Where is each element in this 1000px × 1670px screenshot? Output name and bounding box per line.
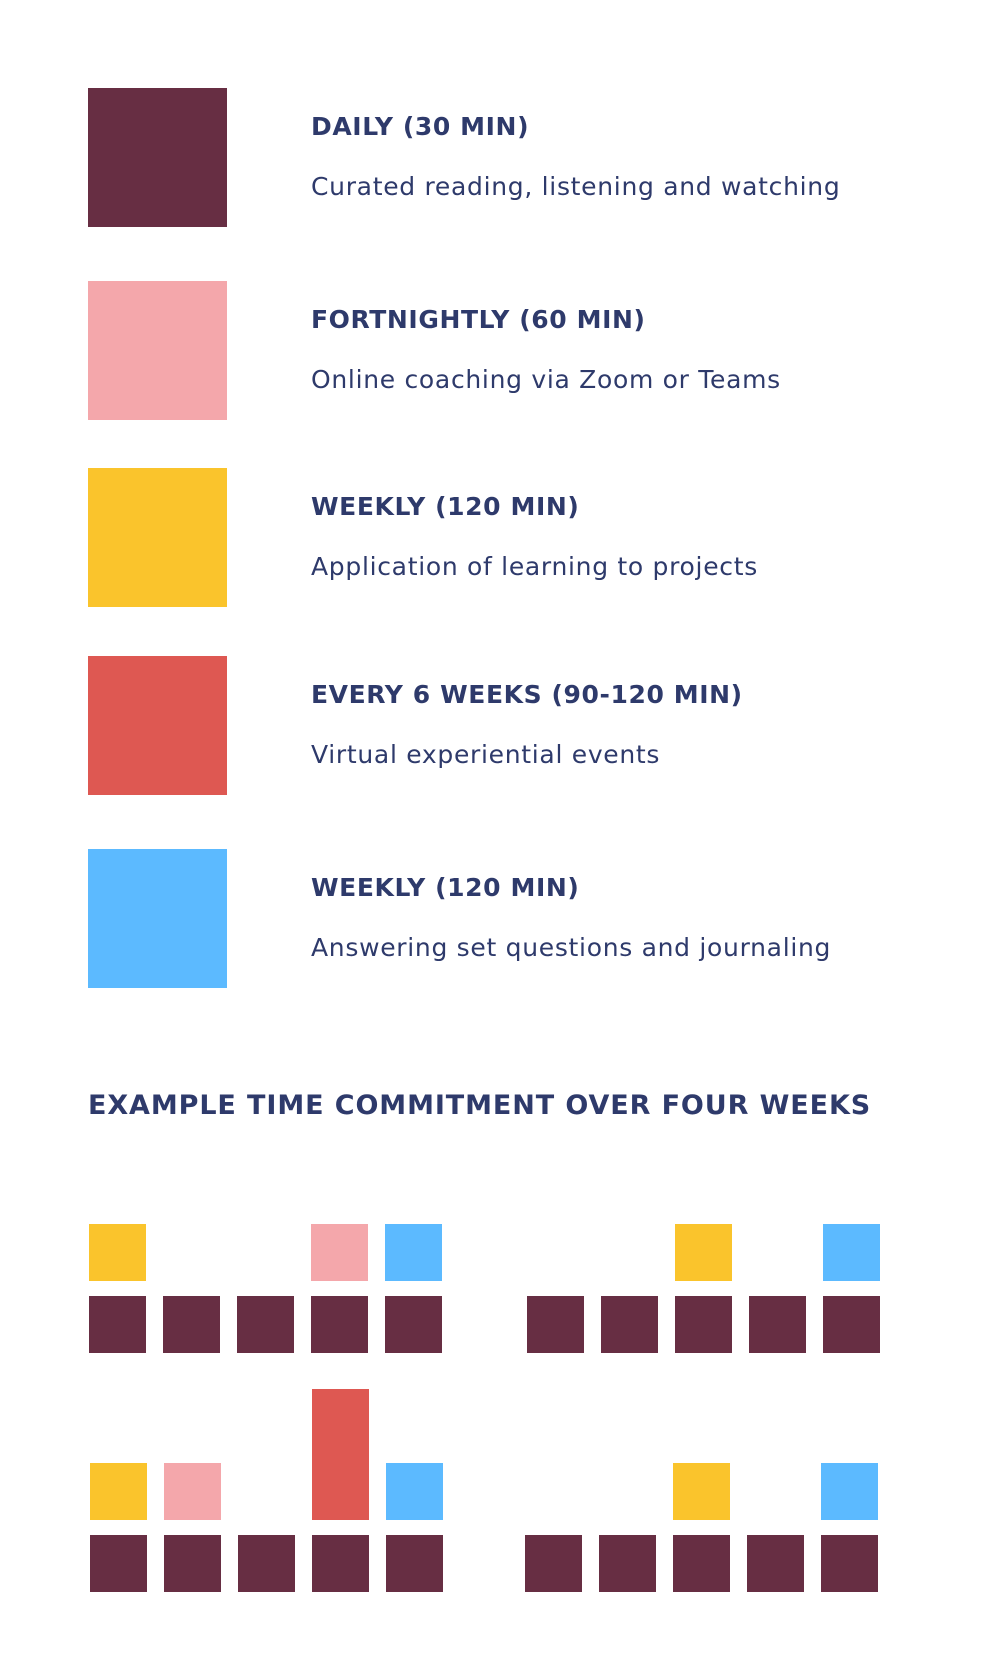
fortnightly-block [164, 1463, 221, 1520]
weekly-application-block [90, 1463, 147, 1520]
daily-block [311, 1296, 368, 1353]
legend-item-weekly-journaling: WEEKLY (120 MIN) Answering set questions… [88, 849, 968, 989]
schedule-heading: EXAMPLE TIME COMMITMENT OVER FOUR WEEKS [88, 1090, 872, 1121]
daily-block [163, 1296, 220, 1353]
daily-block [749, 1296, 806, 1353]
legend-description: Answering set questions and journaling [311, 933, 832, 962]
legend-title: WEEKLY (120 MIN) [311, 492, 580, 521]
daily-block [237, 1296, 294, 1353]
weekly-journaling-block [386, 1463, 443, 1520]
every-6-weeks-block [312, 1389, 369, 1520]
every-6-weeks-swatch [88, 656, 227, 795]
fortnightly-block [311, 1224, 368, 1281]
daily-block [673, 1535, 730, 1592]
legend-title: FORTNIGHTLY (60 MIN) [311, 305, 646, 334]
legend-description: Curated reading, listening and watching [311, 172, 841, 201]
daily-block [89, 1296, 146, 1353]
weekly-application-block [675, 1224, 732, 1281]
daily-block [525, 1535, 582, 1592]
daily-block [238, 1535, 295, 1592]
daily-block [385, 1296, 442, 1353]
legend-title: EVERY 6 WEEKS (90-120 MIN) [311, 680, 743, 709]
legend-description: Online coaching via Zoom or Teams [311, 365, 781, 394]
legend-item-weekly-application: WEEKLY (120 MIN) Application of learning… [88, 468, 968, 608]
daily-block [675, 1296, 732, 1353]
daily-block [90, 1535, 147, 1592]
daily-swatch [88, 88, 227, 227]
weekly-application-block [89, 1224, 146, 1281]
daily-block [164, 1535, 221, 1592]
daily-block [821, 1535, 878, 1592]
weekly-application-swatch [88, 468, 227, 607]
daily-block [386, 1535, 443, 1592]
weekly-journaling-swatch [88, 849, 227, 988]
legend-item-every-6-weeks: EVERY 6 WEEKS (90-120 MIN) Virtual exper… [88, 656, 968, 796]
weekly-journaling-block [385, 1224, 442, 1281]
legend-item-fortnightly: FORTNIGHTLY (60 MIN) Online coaching via… [88, 281, 968, 421]
legend-description: Virtual experiential events [311, 740, 661, 769]
daily-block [601, 1296, 658, 1353]
daily-block [527, 1296, 584, 1353]
legend-title: WEEKLY (120 MIN) [311, 873, 580, 902]
weekly-application-block [673, 1463, 730, 1520]
weekly-journaling-block [821, 1463, 878, 1520]
daily-block [599, 1535, 656, 1592]
weekly-journaling-block [823, 1224, 880, 1281]
daily-block [312, 1535, 369, 1592]
daily-block [747, 1535, 804, 1592]
legend-description: Application of learning to projects [311, 552, 758, 581]
fortnightly-swatch [88, 281, 227, 420]
daily-block [823, 1296, 880, 1353]
legend-item-daily: DAILY (30 MIN) Curated reading, listenin… [88, 88, 968, 228]
legend-title: DAILY (30 MIN) [311, 112, 530, 141]
